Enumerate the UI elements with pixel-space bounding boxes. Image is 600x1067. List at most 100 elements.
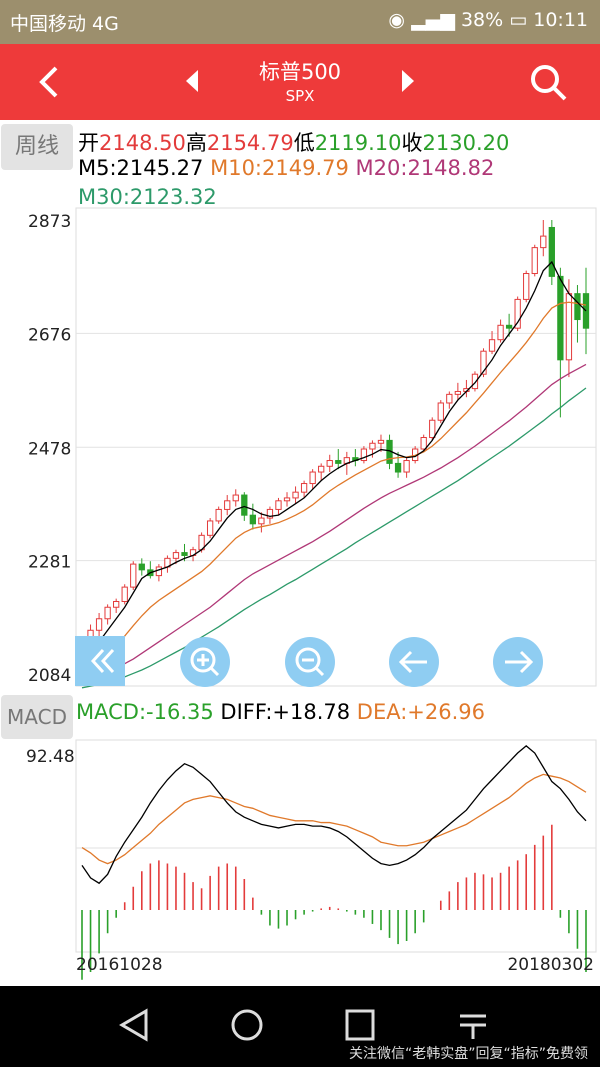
ma10-line	[81, 301, 587, 672]
candle-body	[215, 508, 222, 522]
y-tick-label: 2478	[28, 439, 71, 459]
candle-body	[548, 226, 555, 277]
candle-body	[130, 563, 137, 588]
status-bar: 中国移动 4G ◉ ▂▄▆ 38% ▭ 10:11	[0, 0, 600, 44]
home-nav-icon[interactable]	[230, 1008, 264, 1042]
candle-body	[121, 586, 128, 602]
y-tick-label: 2873	[28, 212, 71, 232]
candle-body	[266, 508, 274, 519]
start-date-label: 20161028	[76, 955, 163, 975]
y-tick-label: 2676	[28, 325, 71, 345]
back-icon[interactable]	[30, 62, 70, 102]
candle-body	[104, 606, 111, 620]
candle-body	[181, 552, 188, 556]
y-tick-label: 2281	[28, 553, 71, 573]
candle-body	[505, 324, 513, 329]
low-value: 2119.10	[314, 131, 402, 155]
period-selector-button[interactable]: 周线	[1, 124, 73, 170]
candle-body	[275, 500, 282, 510]
open-label: 开	[78, 131, 99, 155]
high-value: 2154.79	[206, 131, 294, 155]
candle-body	[565, 293, 573, 361]
left-arrow-icon	[398, 650, 427, 674]
macd-readout: MACD:-16.35 DIFF:+18.78 DEA:+26.96	[76, 700, 485, 724]
candle-body	[138, 563, 145, 571]
ma5-line	[81, 260, 587, 660]
zoom-in-button[interactable]	[180, 637, 230, 687]
candle-body	[249, 514, 256, 525]
candlestick-chart[interactable]: 2873 2676 2478 2281 2084 92.48 20161028 2018030…	[0, 0, 600, 985]
rewind-button[interactable]	[75, 636, 125, 686]
scroll-right-button[interactable]	[493, 637, 543, 687]
candle-body	[172, 552, 180, 559]
menu-nav-icon[interactable]	[456, 1008, 490, 1042]
macd-value: MACD:-16.35	[76, 700, 214, 724]
previous-index-icon[interactable]	[182, 68, 202, 94]
high-label: 高	[185, 131, 207, 155]
candle-body	[446, 393, 453, 404]
carrier-label: 中国移动 4G	[10, 13, 119, 35]
dea-line	[81, 773, 587, 865]
candle-body	[574, 293, 581, 321]
ma30-line	[81, 387, 587, 689]
scroll-left-button[interactable]	[389, 637, 439, 687]
battery-percent: 38%	[460, 9, 504, 31]
candle-body	[557, 275, 564, 361]
watermark-text: 关注微信“老韩实盘”回复“指标”免费领	[348, 1046, 588, 1062]
candle-body	[300, 483, 308, 493]
candle-body	[429, 419, 436, 439]
diff-line	[81, 745, 587, 885]
candle-body	[437, 402, 444, 421]
candle-body	[360, 448, 368, 462]
candle-body	[155, 566, 163, 577]
candle-body	[377, 439, 385, 444]
ma20-value: M20:2148.82	[355, 156, 495, 180]
open-value: 2148.50	[99, 131, 186, 155]
app-header: 标普500 SPX	[0, 44, 600, 120]
back-nav-icon[interactable]	[118, 1008, 150, 1042]
macd-top-label: 92.48	[26, 747, 75, 767]
wifi-icon: ◉	[388, 9, 406, 31]
candle-body	[232, 494, 239, 502]
candle-body	[420, 437, 427, 450]
y-tick-label: 2084	[28, 666, 71, 686]
candle-body	[369, 442, 376, 450]
candle-body	[206, 520, 214, 536]
candle-body	[326, 460, 333, 467]
candle-body	[403, 460, 410, 473]
next-index-icon[interactable]	[398, 68, 418, 94]
low-label: 低	[293, 131, 315, 155]
candle-body	[113, 600, 120, 608]
ma20-line	[81, 363, 587, 683]
zoom-out-button[interactable]	[285, 637, 335, 687]
dea-value: DEA:+26.96	[356, 700, 486, 724]
candle-body	[309, 471, 316, 485]
rewind-icon	[90, 648, 115, 674]
candle-body	[523, 273, 530, 300]
candle-body	[531, 247, 538, 275]
candle-body	[241, 494, 248, 516]
candle-body	[497, 324, 504, 341]
candle-body	[224, 500, 231, 510]
signal-icon: ▂▄▆	[411, 9, 455, 31]
search-icon[interactable]	[528, 62, 568, 102]
diff-value: DIFF:+18.78	[220, 700, 351, 724]
candle-body	[394, 462, 402, 473]
system-nav-bar: 关注微信“老韩实盘”回复“指标”免费领	[0, 986, 600, 1067]
candle-body	[283, 497, 291, 502]
ma5-value: M5:2145.27	[78, 156, 204, 180]
candle-body	[335, 460, 342, 464]
macd-indicator-button[interactable]: MACD	[1, 695, 73, 739]
zoom-out-icon	[295, 647, 325, 677]
page-subtitle: SPX	[285, 87, 315, 105]
clock: 10:11	[533, 9, 588, 31]
candle-body	[318, 465, 325, 473]
candle-body	[454, 390, 462, 395]
battery-icon: ▭	[509, 9, 528, 31]
end-date-label: 20180302	[507, 955, 594, 975]
recents-nav-icon[interactable]	[344, 1008, 376, 1042]
ohlc-readout: 开2148.50高2154.79低2119.10收2130.20	[78, 127, 509, 157]
candle-body	[514, 298, 521, 329]
candle-body	[258, 517, 265, 525]
ma30-value: M30:2123.32	[78, 185, 217, 209]
